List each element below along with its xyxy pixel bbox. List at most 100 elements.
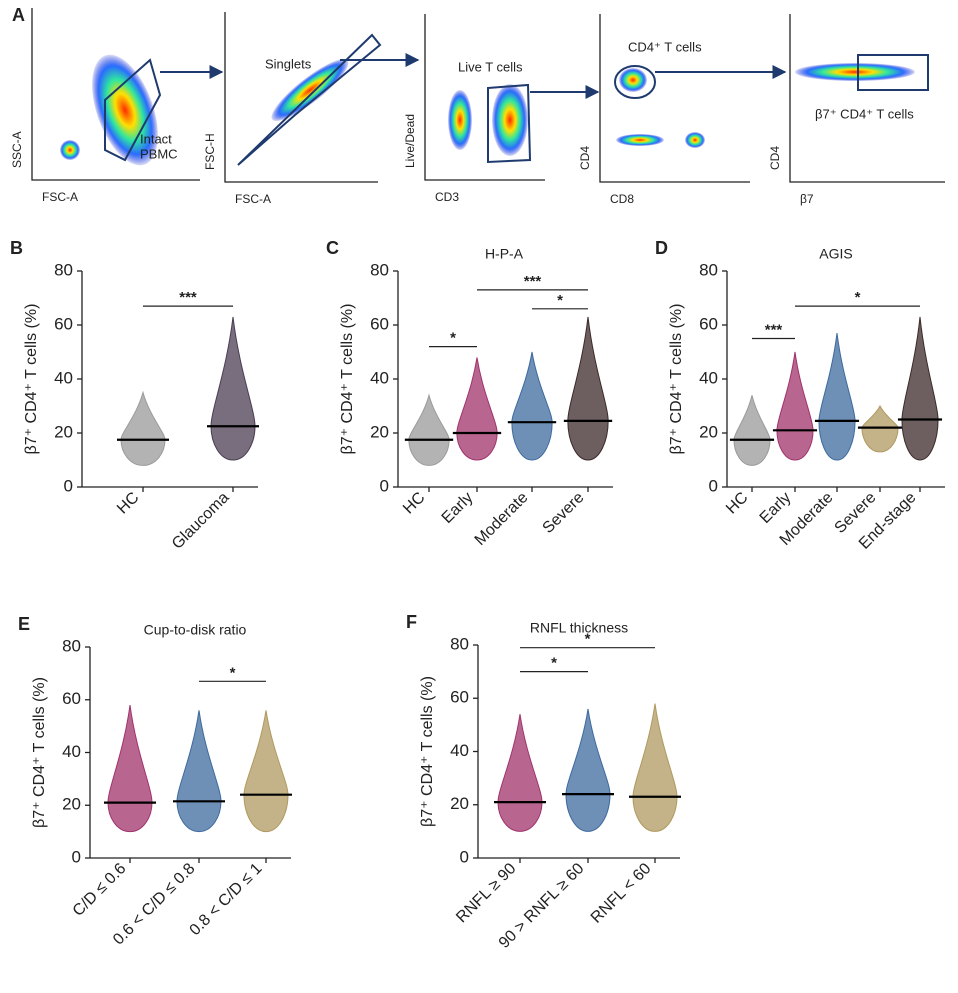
panel-label: B — [10, 238, 23, 258]
x-axis-label: β7 — [800, 192, 814, 206]
gate — [614, 65, 656, 99]
y-tick-label: 60 — [450, 688, 469, 707]
y-tick-label: 20 — [62, 795, 81, 814]
panel-label: F — [406, 612, 417, 632]
y-axis-label: SSC-A — [10, 131, 24, 168]
dot-swarm — [632, 703, 678, 832]
x-tick-label: RNFL < 60 — [588, 860, 655, 927]
chart-title: H-P-A — [485, 246, 524, 262]
panel-label: D — [655, 238, 668, 258]
plot-frame — [599, 14, 750, 183]
density-blob — [685, 132, 705, 148]
dot-swarm — [901, 316, 939, 461]
x-tick-label: Early — [757, 489, 795, 527]
density-blob — [492, 84, 528, 156]
gate-label: Intact — [140, 131, 172, 146]
x-tick-label: 0.8 < C/D ≤ 1 — [187, 860, 266, 939]
y-axis-label: Live/Dead — [403, 114, 417, 168]
dot-swarm — [511, 351, 553, 461]
y-tick-label: 40 — [450, 741, 469, 760]
x-tick-label: HC — [723, 489, 751, 517]
dot-swarm — [120, 390, 166, 466]
y-tick-label: 0 — [709, 476, 718, 495]
density-blob — [619, 68, 647, 92]
y-tick-label: 80 — [370, 260, 389, 279]
density-blob — [616, 134, 664, 146]
y-tick-label: 80 — [699, 260, 718, 279]
x-tick-label: Early — [439, 489, 477, 527]
significance-label: *** — [524, 273, 542, 290]
y-tick-label: 80 — [450, 634, 469, 653]
plot-frame — [789, 14, 945, 183]
dot-swarm — [456, 357, 498, 461]
x-axis-label: FSC-A — [42, 190, 78, 204]
y-axis-label: CD4 — [578, 146, 592, 170]
gate — [487, 83, 532, 164]
gate — [237, 33, 382, 166]
panel-label: A — [12, 5, 25, 25]
dot-swarm — [176, 710, 222, 833]
y-axis-label: β7⁺ CD4⁺ T cells (%) — [419, 676, 436, 827]
y-tick-label: 40 — [54, 368, 73, 387]
x-axis-label: FSC-A — [235, 192, 271, 206]
gate-label: CD4⁺ T cells — [628, 39, 702, 54]
y-axis-label: β7⁺ CD4⁺ T cells (%) — [23, 304, 40, 455]
dot-swarm — [567, 316, 609, 461]
chart-title: RNFL thickness — [530, 620, 628, 636]
density-blob — [92, 54, 158, 166]
y-tick-label: 40 — [370, 368, 389, 387]
gate — [857, 54, 929, 91]
y-tick-label: 80 — [54, 260, 73, 279]
x-tick-label: RNFL ≥ 90 — [453, 860, 519, 926]
y-tick-label: 20 — [370, 422, 389, 441]
y-axis-label: FSC-H — [203, 133, 217, 170]
y-tick-label: 20 — [54, 422, 73, 441]
gate-label: Live T cells — [458, 59, 523, 74]
density-blob — [448, 90, 472, 150]
x-axis-label: CD8 — [610, 192, 634, 206]
y-tick-label: 40 — [699, 368, 718, 387]
x-tick-label: C/D ≤ 0.6 — [70, 860, 130, 920]
significance-label: * — [585, 631, 591, 648]
significance-label: *** — [179, 289, 197, 306]
chart-title: AGIS — [819, 246, 852, 262]
panel-label: C — [326, 238, 339, 258]
gate-label: Singlets — [265, 56, 312, 71]
dot-swarm — [818, 333, 856, 461]
y-tick-label: 60 — [370, 314, 389, 333]
y-tick-label: 0 — [64, 476, 73, 495]
y-tick-label: 0 — [460, 847, 469, 866]
significance-label: * — [450, 330, 456, 347]
y-tick-label: 60 — [699, 314, 718, 333]
gate-label: β7⁺ CD4⁺ T cells — [815, 106, 914, 121]
plot-frame — [224, 12, 378, 183]
x-axis-label: CD3 — [435, 190, 459, 204]
y-tick-label: 40 — [62, 742, 81, 761]
density-blob — [60, 140, 80, 160]
dot-swarm — [565, 708, 611, 832]
plot-frame — [31, 8, 200, 181]
dot-swarm — [243, 710, 289, 833]
panel-label: E — [18, 614, 30, 634]
x-tick-label: Severe — [540, 489, 588, 537]
plot-frame — [424, 14, 545, 181]
gate — [104, 58, 162, 162]
y-tick-label: 0 — [72, 847, 81, 866]
y-tick-label: 20 — [699, 422, 718, 441]
x-tick-label: Glaucoma — [169, 489, 233, 553]
dot-swarm — [497, 714, 543, 832]
significance-label: * — [557, 292, 563, 309]
dot-swarm — [861, 404, 899, 453]
y-axis-label: β7⁺ CD4⁺ T cells (%) — [668, 304, 685, 455]
significance-label: *** — [765, 321, 783, 338]
y-axis-label: β7⁺ CD4⁺ T cells (%) — [339, 304, 356, 455]
y-axis-label: CD4 — [768, 146, 782, 170]
x-tick-label: HC — [400, 489, 428, 517]
dot-swarm — [733, 395, 771, 466]
dot-swarm — [210, 316, 256, 461]
y-tick-label: 80 — [62, 636, 81, 655]
dot-swarm — [107, 704, 153, 833]
dot-swarm — [408, 393, 450, 466]
x-tick-label: Moderate — [472, 489, 532, 549]
